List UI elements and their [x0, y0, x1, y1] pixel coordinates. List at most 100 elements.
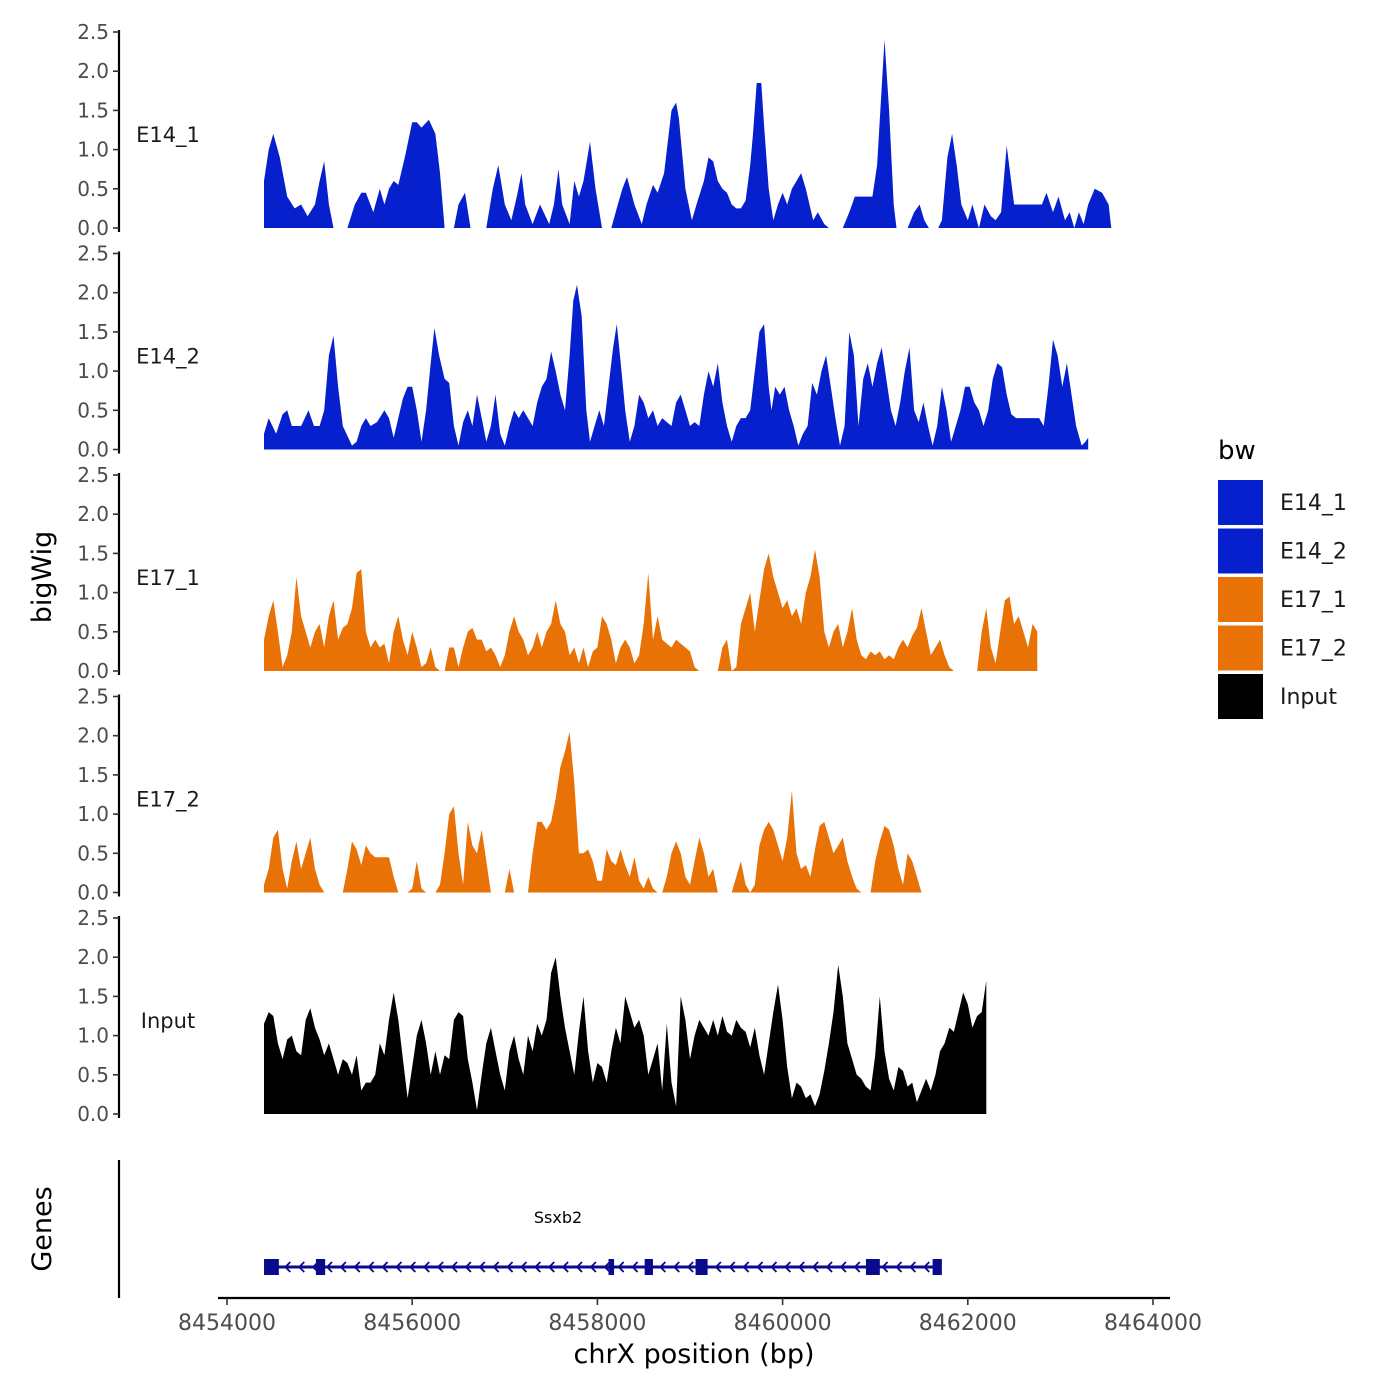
y-tick-label: 0.0 [77, 216, 109, 240]
legend-label: E17_1 [1280, 588, 1347, 613]
strand-arrow [450, 1261, 458, 1273]
strand-arrow [478, 1261, 486, 1273]
track-e17-2: 0.0 0.5 1.0 1.5 2.0 2.5 E17_2 [77, 685, 931, 905]
y-tick-label: 2.0 [77, 281, 109, 305]
track-e14-2: 0.0 0.5 1.0 1.5 2.0 2.5 E14_2 [77, 242, 1089, 462]
legend-swatch [1218, 480, 1263, 525]
strand-arrow [895, 1261, 903, 1273]
track-e14-1: 0.0 0.5 1.0 1.5 2.0 2.5 E14_1 [77, 20, 1112, 240]
strand-arrow [603, 1261, 611, 1273]
exon [932, 1259, 942, 1275]
strand-arrow [756, 1261, 764, 1273]
strand-arrow [909, 1261, 917, 1273]
x-tick-label: 8456000 [363, 1311, 461, 1336]
gene-ssxb2: Ssxb2 [264, 1208, 942, 1275]
strand-arrow [506, 1261, 514, 1273]
strand-arrow [284, 1261, 291, 1273]
y-tick-label: 0.5 [77, 177, 109, 201]
track-e17-1: 0.0 0.5 1.0 1.5 2.0 2.5 E17_1 [77, 463, 1038, 683]
x-tick-label: 8454000 [178, 1311, 276, 1336]
strand-arrow [784, 1261, 792, 1273]
y-tick-label: 1.0 [77, 802, 109, 826]
strand-arrow [325, 1261, 333, 1273]
strand-arrow [464, 1261, 472, 1273]
strand-arrow [381, 1261, 389, 1273]
track-label: E17_2 [136, 788, 200, 813]
legend-swatch [1218, 528, 1263, 574]
y-tick-label: 2.5 [77, 242, 109, 266]
y-axis-title: bigWig [27, 531, 58, 624]
strand-arrow [561, 1261, 569, 1273]
x-tick-label: 8462000 [919, 1311, 1017, 1336]
y-tick-label: 2.0 [77, 59, 109, 83]
y-tick-label: 0.5 [77, 620, 109, 644]
legend-entry-e17-1: E17_1 [1218, 577, 1347, 622]
strand-arrow [409, 1261, 416, 1273]
strand-arrow [631, 1261, 639, 1273]
strand-arrow [672, 1261, 680, 1273]
legend-label: E14_1 [1280, 491, 1347, 516]
y-tick-label: 2.5 [77, 685, 109, 709]
x-tick-label: 8458000 [548, 1311, 646, 1336]
strand-arrow [534, 1261, 541, 1273]
y-tick-label: 0.0 [77, 438, 109, 462]
signal-area [264, 957, 987, 1114]
legend-label: E14_2 [1280, 540, 1347, 565]
signal-area [264, 731, 931, 893]
gene-track-title: Genes [27, 1186, 58, 1271]
track-input: 0.0 0.5 1.0 1.5 2.0 2.5 Input [77, 906, 987, 1126]
signal-area [264, 549, 1038, 671]
x-axis-title: chrX position (bp) [573, 1339, 814, 1370]
strand-arrow [422, 1261, 430, 1273]
exon [264, 1259, 279, 1275]
gene-label: Ssxb2 [534, 1208, 582, 1227]
strand-arrow [395, 1261, 403, 1273]
legend-swatch [1218, 625, 1263, 671]
y-tick-label: 2.5 [77, 463, 109, 487]
legend-entry-e14-2: E14_2 [1218, 528, 1347, 574]
legend-title: bw [1218, 436, 1256, 466]
track-label: E17_1 [136, 566, 200, 591]
y-tick-label: 2.0 [77, 945, 109, 969]
strand-arrow [492, 1261, 500, 1273]
signal-area [264, 284, 1089, 450]
legend-swatch [1218, 577, 1263, 622]
legend: bw E14_1 E14_2 E17_1 E17_2 Input [1218, 436, 1347, 719]
strand-arrow [520, 1261, 528, 1273]
strand-arrow [589, 1261, 597, 1273]
y-tick-label: 1.0 [77, 138, 109, 162]
y-tick-label: 1.5 [77, 984, 109, 1008]
y-tick-label: 2.0 [77, 502, 109, 526]
exon [644, 1259, 653, 1275]
x-axis: 8454000 8456000 8458000 8460000 8462000 84640… [178, 1296, 1202, 1336]
y-tick-label: 0.5 [77, 1063, 109, 1087]
track-label: Input [141, 1009, 195, 1033]
strand-arrow [686, 1261, 694, 1273]
strand-arrow [770, 1261, 778, 1273]
strand-arrow [923, 1261, 930, 1273]
y-tick-label: 1.5 [77, 320, 109, 344]
strand-arrow [742, 1261, 750, 1273]
strand-arrow [353, 1261, 361, 1273]
signal-area [264, 39, 1112, 228]
legend-entry-e14-1: E14_1 [1218, 480, 1347, 525]
legend-entry-input: Input [1218, 674, 1337, 719]
strand-arrow [811, 1261, 819, 1273]
legend-swatch [1218, 674, 1263, 719]
strand-arrow [839, 1261, 847, 1273]
strand-arrow [714, 1261, 722, 1273]
y-tick-label: 1.0 [77, 359, 109, 383]
y-tick-label: 2.0 [77, 724, 109, 748]
y-tick-label: 1.0 [77, 581, 109, 605]
strand-arrow [881, 1261, 889, 1273]
strand-arrow [339, 1261, 347, 1273]
strand-arrow [436, 1261, 444, 1273]
x-tick-label: 8460000 [734, 1311, 832, 1336]
legend-label: E17_2 [1280, 637, 1347, 662]
exon [865, 1259, 880, 1275]
y-tick-label: 0.0 [77, 1102, 109, 1126]
x-tick-label: 8464000 [1104, 1311, 1202, 1336]
track-label: E14_2 [136, 345, 200, 370]
strand-arrow [825, 1261, 833, 1273]
y-tick-label: 2.5 [77, 906, 109, 930]
